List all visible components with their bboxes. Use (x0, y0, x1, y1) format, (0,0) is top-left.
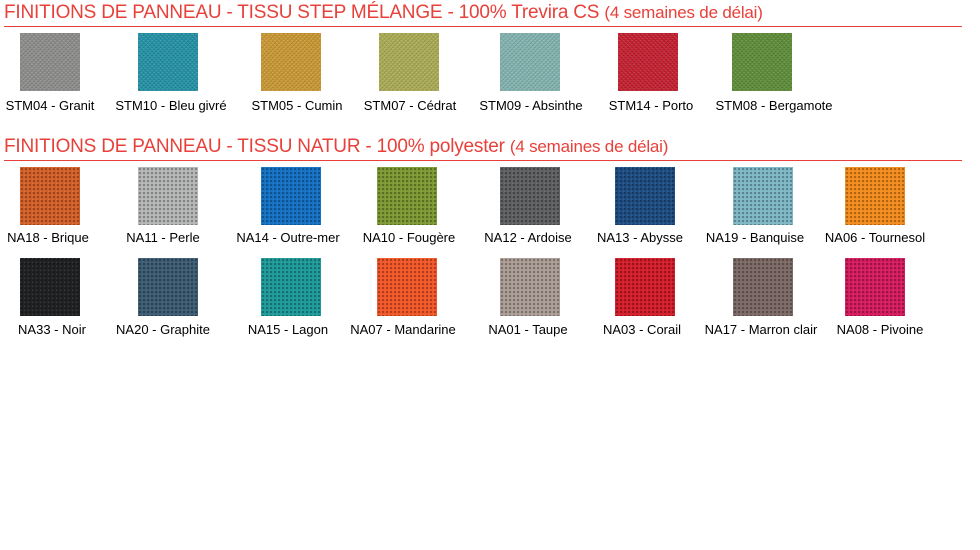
swatch-label: STM05 - Cumin (251, 98, 343, 113)
swatch-label: NA08 - Pivoine (836, 322, 924, 337)
swatch-na20[interactable] (138, 258, 198, 316)
section-title-text: FINITIONS DE PANNEAU - TISSU NATUR - 100… (4, 136, 505, 157)
swatch-stm14[interactable] (618, 33, 678, 91)
swatch-label: NA14 - Outre-mer (236, 230, 340, 245)
swatch-stm04[interactable] (20, 33, 80, 91)
swatch-na18[interactable] (20, 167, 80, 225)
swatch-label: NA17 - Marron clair (704, 322, 818, 337)
swatch-stm10[interactable] (138, 33, 198, 91)
swatch-na12[interactable] (500, 167, 560, 225)
swatch-label: NA03 - Corail (602, 322, 682, 337)
swatch-na13[interactable] (615, 167, 675, 225)
section-delay-note: (4 semaines de délai) (604, 3, 763, 22)
swatch-na14[interactable] (261, 167, 321, 225)
swatch-label: NA13 - Abysse (597, 230, 683, 245)
swatch-label: STM10 - Bleu givré (115, 98, 227, 113)
swatch-na07[interactable] (377, 258, 437, 316)
swatch-stm08[interactable] (732, 33, 792, 91)
swatch-label: STM09 - Absinthe (479, 98, 583, 113)
swatch-stm09[interactable] (500, 33, 560, 91)
swatch-label: NA12 - Ardoise (484, 230, 572, 245)
swatch-na17[interactable] (733, 258, 793, 316)
swatch-label: NA06 - Tournesol (824, 230, 926, 245)
swatch-na01[interactable] (500, 258, 560, 316)
swatch-label: NA10 - Fougère (362, 230, 456, 245)
swatch-label: NA15 - Lagon (247, 322, 329, 337)
section-title-step-melange: FINITIONS DE PANNEAU - TISSU STEP MÉLANG… (4, 2, 962, 27)
swatch-label: STM14 - Porto (608, 98, 694, 113)
swatch-na10[interactable] (377, 167, 437, 225)
swatch-label: STM08 - Bergamote (715, 98, 833, 113)
swatch-stm07[interactable] (379, 33, 439, 91)
swatch-na03[interactable] (615, 258, 675, 316)
swatch-label: NA18 - Brique (7, 230, 89, 245)
swatch-na06[interactable] (845, 167, 905, 225)
swatch-label: NA11 - Perle (126, 230, 200, 245)
swatch-label: NA01 - Taupe (488, 322, 568, 337)
swatch-label: NA20 - Graphite (116, 322, 210, 337)
swatch-label: NA19 - Banquise (705, 230, 805, 245)
swatch-na33[interactable] (20, 258, 80, 316)
section-delay-note: (4 semaines de délai) (509, 137, 669, 156)
swatch-label: NA33 - Noir (18, 322, 86, 337)
section-title-natur: FINITIONS DE PANNEAU - TISSU NATUR - 100… (4, 136, 962, 161)
swatch-na15[interactable] (261, 258, 321, 316)
swatch-na08[interactable] (845, 258, 905, 316)
section-title-text: FINITIONS DE PANNEAU - TISSU STEP MÉLANG… (4, 2, 600, 23)
swatch-na19[interactable] (733, 167, 793, 225)
swatch-stm05[interactable] (261, 33, 321, 91)
swatch-label: STM04 - Granit (5, 98, 95, 113)
swatch-label: NA07 - Mandarine (350, 322, 456, 337)
swatch-label: STM07 - Cédrat (363, 98, 457, 113)
swatch-na11[interactable] (138, 167, 198, 225)
